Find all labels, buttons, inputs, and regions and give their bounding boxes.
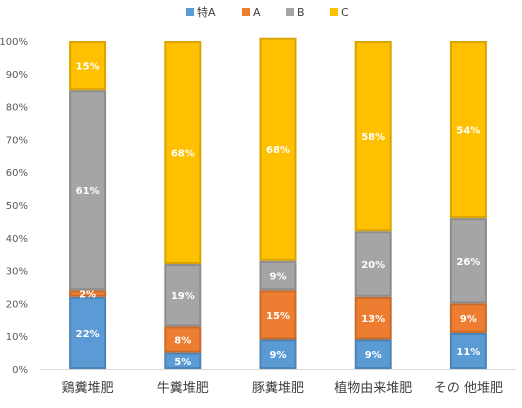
x-tick-label: 豚糞堆肥	[252, 381, 304, 396]
bar-segment	[164, 264, 202, 327]
bar-segment	[354, 41, 392, 232]
y-tick-label: 20%	[6, 299, 28, 310]
y-tick-label: 80%	[6, 103, 28, 114]
data-label: 68%	[266, 145, 290, 156]
legend-swatch	[330, 8, 338, 16]
y-tick-label: 60%	[6, 168, 28, 179]
y-tick-label: 30%	[6, 267, 28, 278]
x-tick-label: その 他堆肥	[434, 381, 503, 396]
bar-segment	[69, 296, 107, 369]
plot-area: 22% 2% 61% 15% 5% 8% 19% 68% 9% 15% 9% 68% 9% 13% 20% 5…	[69, 37, 487, 370]
x-tick-label: 植物由来堆肥	[334, 381, 412, 396]
bar-segment	[69, 41, 107, 91]
bar-segment	[354, 296, 392, 340]
bar-segment	[354, 339, 392, 370]
data-label: 22%	[76, 329, 100, 340]
y-tick-label: 40%	[6, 234, 28, 245]
data-label: 54%	[456, 126, 480, 137]
bar-segment	[449, 41, 487, 219]
bar-segment	[259, 260, 297, 291]
bar-segment	[69, 90, 107, 291]
y-tick-label: 100%	[0, 37, 28, 48]
data-label: 9%	[270, 350, 287, 361]
data-label: 26%	[456, 257, 480, 268]
bar-segment	[449, 303, 487, 333]
data-label: 2%	[79, 290, 96, 301]
legend-swatch	[186, 8, 194, 16]
bar-group: 22% 2% 61% 15%	[69, 41, 107, 369]
y-tick-label: 70%	[6, 135, 28, 146]
data-label: 19%	[171, 291, 195, 302]
legend: 特A A B C	[186, 5, 349, 19]
bar-group: 11% 9% 26% 54%	[449, 41, 487, 370]
x-axis: 鶏糞堆肥 牛糞堆肥 豚糞堆肥 植物由来堆肥 その 他堆肥	[40, 369, 516, 396]
legend-label: A	[253, 6, 261, 19]
data-label: 5%	[174, 357, 191, 368]
data-label: 15%	[266, 311, 290, 322]
data-label: 58%	[361, 132, 385, 143]
bar-segment	[449, 332, 487, 370]
data-label: 9%	[460, 314, 477, 325]
data-label: 9%	[365, 350, 382, 361]
bar-segment	[354, 231, 392, 297]
y-tick-label: 90%	[6, 70, 28, 81]
bar-segment	[164, 326, 202, 353]
bar-group: 9% 15% 9% 68%	[259, 37, 297, 370]
bar-segment	[259, 339, 297, 370]
y-axis: 0% 10% 20% 30% 40% 50% 60% 70% 80% 90% 100%	[0, 37, 28, 376]
legend-swatch	[286, 8, 294, 16]
data-label: 68%	[171, 149, 195, 160]
bar-segment	[69, 290, 107, 297]
x-tick-label: 牛糞堆肥	[157, 381, 209, 396]
data-label: 13%	[361, 314, 385, 325]
legend-label: B	[297, 6, 305, 19]
legend-label: 特A	[197, 5, 216, 19]
data-label: 15%	[76, 62, 100, 73]
y-tick-label: 0%	[12, 365, 28, 376]
data-label: 8%	[174, 335, 191, 346]
bar-segment	[449, 218, 487, 304]
bar-group: 9% 13% 20% 58%	[354, 41, 392, 370]
data-label: 61%	[76, 186, 100, 197]
data-label: 20%	[361, 260, 385, 271]
bar-segment	[259, 290, 297, 340]
bar-group: 5% 8% 19% 68%	[164, 41, 202, 370]
data-label: 9%	[270, 272, 287, 283]
legend-label: C	[341, 6, 349, 19]
y-tick-label: 50%	[6, 201, 28, 212]
bar-segment	[259, 37, 297, 261]
x-tick-label: 鶏糞堆肥	[62, 381, 114, 396]
y-tick-label: 10%	[6, 332, 28, 343]
bar-segment	[164, 352, 202, 370]
bar-segment	[164, 41, 202, 265]
legend-swatch	[242, 8, 250, 16]
data-label: 11%	[456, 347, 480, 358]
